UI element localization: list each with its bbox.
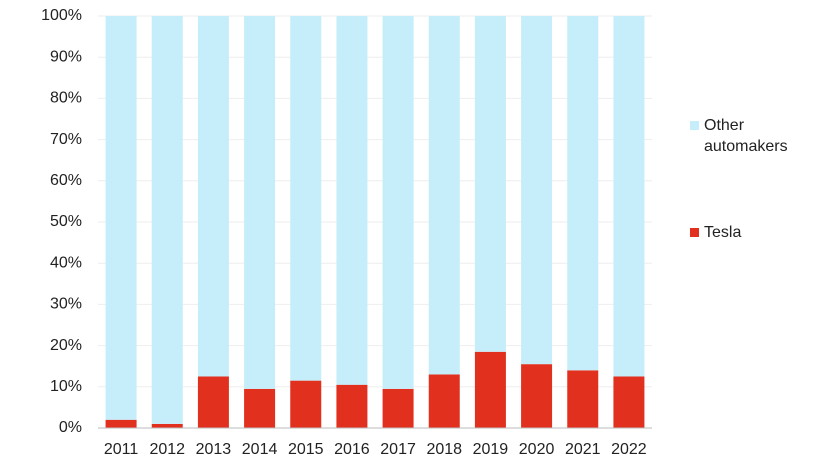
bar-segment [244,16,276,389]
x-tick-label: 2017 [380,441,416,458]
bar-segment [244,388,276,428]
y-tick-label: 70% [50,131,82,148]
bar-segment [151,423,183,428]
bar-segment [613,16,645,377]
bar-segment [290,16,322,381]
bar-segment [521,16,553,365]
x-tick-label: 2015 [288,441,324,458]
y-tick-label: 100% [41,7,82,24]
bar-segment [197,16,229,377]
legend-swatch [690,228,699,237]
bar-segment [290,380,322,428]
bar-segment [613,376,645,428]
bar-segment [197,376,229,428]
x-tick-label: 2019 [473,441,509,458]
y-tick-label: 0% [59,419,82,436]
legend-label: Other automakers [704,117,788,155]
y-tick-label: 40% [50,254,82,271]
x-tick-label: 2012 [149,441,185,458]
y-tick-label: 90% [50,48,82,65]
bar-segment [105,419,137,428]
x-tick-label: 2018 [426,441,462,458]
x-tick-label: 2022 [611,441,647,458]
y-tick-label: 20% [50,337,82,354]
bar-segment [567,370,599,428]
y-tick-label: 60% [50,172,82,189]
x-tick-label: 2016 [334,441,370,458]
bar-segment [567,16,599,371]
legend-swatch [690,121,699,130]
bar-segment [336,384,368,428]
x-tick-label: 2013 [196,441,232,458]
x-tick-label: 2014 [242,441,278,458]
x-tick-label: 2011 [104,441,139,458]
bar-segment [428,374,460,428]
y-tick-label: 50% [50,213,82,230]
bar-segment [474,351,506,428]
bar-segment [151,16,183,424]
bar-segment [382,16,414,389]
bar-segment [336,16,368,385]
bar-segment [474,16,506,352]
bar-segment [428,16,460,375]
y-tick-label: 30% [50,296,82,313]
y-tick-label: 10% [50,378,82,395]
x-tick-label: 2020 [519,441,555,458]
bar-segment [105,16,137,420]
y-tick-label: 80% [50,90,82,107]
x-tick-label: 2021 [565,441,601,458]
legend-label: Tesla [704,224,742,241]
bar-segment [382,388,414,428]
bar-segment [521,364,553,428]
